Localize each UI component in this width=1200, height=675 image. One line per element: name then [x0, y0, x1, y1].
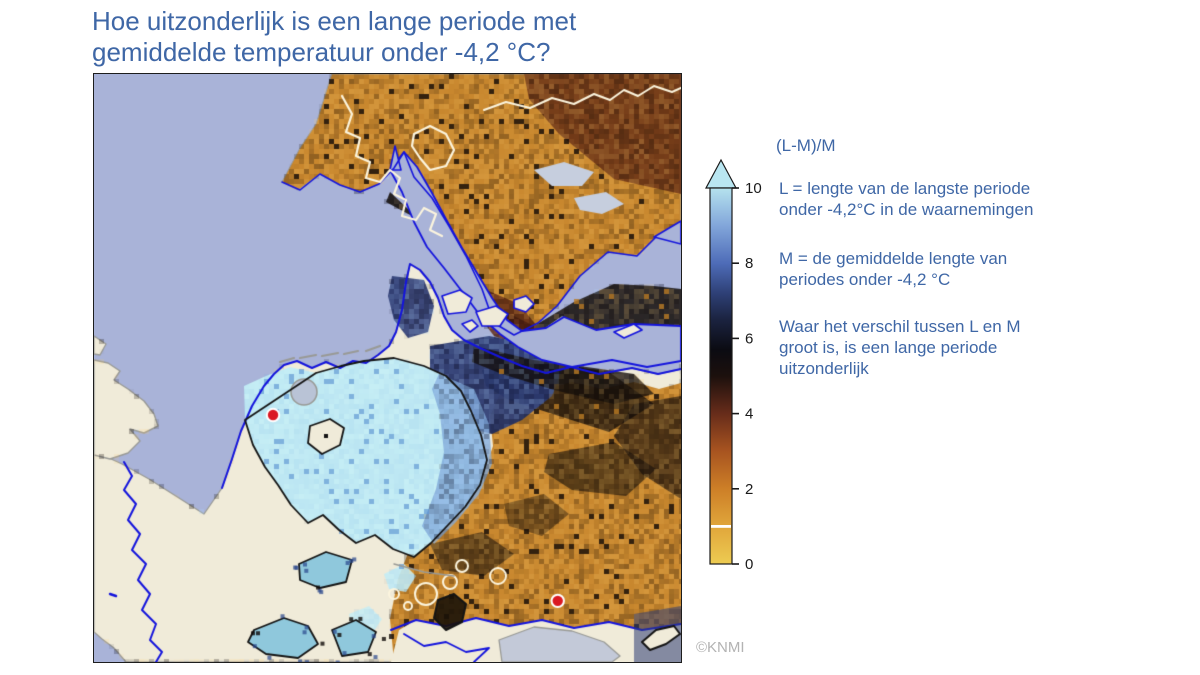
map-canvas [94, 74, 681, 662]
colorbar-arrow [704, 158, 738, 189]
colorbar-reference-line [711, 525, 731, 528]
page-title: Hoe uitzonderlijk is een lange periode m… [92, 6, 577, 67]
colorbar: 0 2 4 6 8 10 [704, 158, 794, 578]
colorbar-svg: 0 2 4 6 8 10 [704, 158, 762, 573]
legend-explanation: Waar het verschil tussen L en M groot is… [779, 317, 1021, 378]
colorbar-tick-label: 10 [745, 180, 762, 197]
legend-definition-L: L = lengte van de langste periode onder … [779, 179, 1034, 219]
legend-definition-M: M = de gemiddelde lengte van periodes on… [779, 249, 1008, 289]
colorbar-tick-label: 2 [745, 481, 753, 498]
colorbar-tick-label: 4 [745, 406, 753, 423]
colorbar-tick-label: 6 [745, 330, 753, 347]
colorbar-label: (L-M)/M [776, 136, 836, 155]
copyright-credit: ©KNMI [696, 639, 745, 656]
europe-heatmap [93, 73, 682, 663]
colorbar-tick-label: 8 [745, 255, 753, 272]
colorbar-tick-label: 0 [745, 556, 753, 573]
colorbar-gradient [709, 187, 733, 565]
